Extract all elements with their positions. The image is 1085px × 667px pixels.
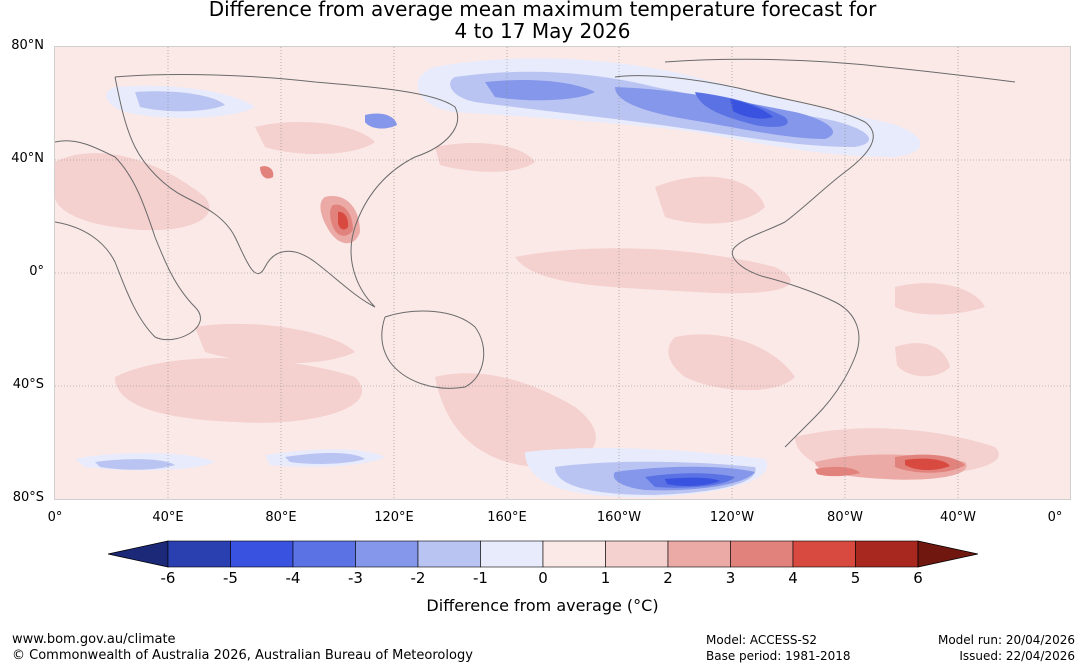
lon-label-160e: 160°E [487,510,527,525]
colorbar-tick-label: 5 [850,569,861,587]
colorbar-segment [417,540,481,568]
colorbar-extend-high [917,540,978,568]
colorbar-segment [292,540,356,568]
colorbar-segment [792,540,856,568]
colorbar-tick-label: 2 [663,569,673,587]
lon-label-160w: 160°W [596,510,642,525]
colorbar-tick-label: 1 [600,569,611,587]
colorbar-segment [230,540,294,568]
colorbar-tick-label: -5 [223,569,238,587]
lon-label-40e: 40°E [152,510,184,525]
colorbar-segment [480,540,544,568]
colorbar-tick-label: 6 [913,569,923,587]
chart-title-line-2: 4 to 17 May 2026 [454,19,631,43]
chart-title-line-1: Difference from average mean maximum tem… [208,0,877,21]
colorbar-tick-label: 4 [788,569,798,587]
colorbar-tick-label: -3 [348,569,363,587]
lon-label-80w: 80°W [827,510,863,525]
lon-label-0-left: 0° [47,510,63,525]
colorbar-segment [167,540,231,568]
colorbar [108,540,978,568]
colorbar-tick-label: -6 [160,569,176,587]
colorbar-tick-label: 0 [538,569,548,587]
colorbar-tick-label: 3 [725,569,736,587]
colorbar-segment [730,540,794,568]
colorbar-tick-label: -1 [473,569,488,587]
colorbar-label: Difference from average (°C) [426,596,659,615]
footer-base-period: Base period: 1981-2018 [706,649,851,663]
footer-copyright: © Commonwealth of Australia 2026, Austra… [12,648,473,663]
lon-label-120w: 120°W [709,510,755,525]
lon-label-40w: 40°W [940,510,976,525]
lat-label-0: 0° [29,264,44,279]
footer-model: Model: ACCESS-S2 [706,633,818,647]
lat-label-40n: 40°N [11,151,44,166]
colorbar-segment [355,540,419,568]
lon-label-120e: 120°E [374,510,414,525]
colorbar-extend-low [108,540,169,568]
colorbar-segment [542,540,606,568]
footer-issued: Issued: 22/04/2026 [959,649,1075,663]
lat-label-80n: 80°N [11,38,44,53]
footer-model-run: Model run: 20/04/2026 [937,633,1075,647]
temperature-anomaly-map [54,46,1071,500]
colorbar-tick-label: -2 [410,569,426,587]
lat-label-40s: 40°S [12,377,44,392]
colorbar-segment [605,540,669,568]
colorbar-tick-label: -4 [285,569,301,587]
footer-website: www.bom.gov.au/climate [12,632,176,647]
lon-label-0-right: 0° [1047,510,1063,525]
lat-label-80s: 80°S [12,490,44,505]
colorbar-segment [667,540,731,568]
lon-label-80e: 80°E [265,510,297,525]
colorbar-segment [855,540,919,568]
